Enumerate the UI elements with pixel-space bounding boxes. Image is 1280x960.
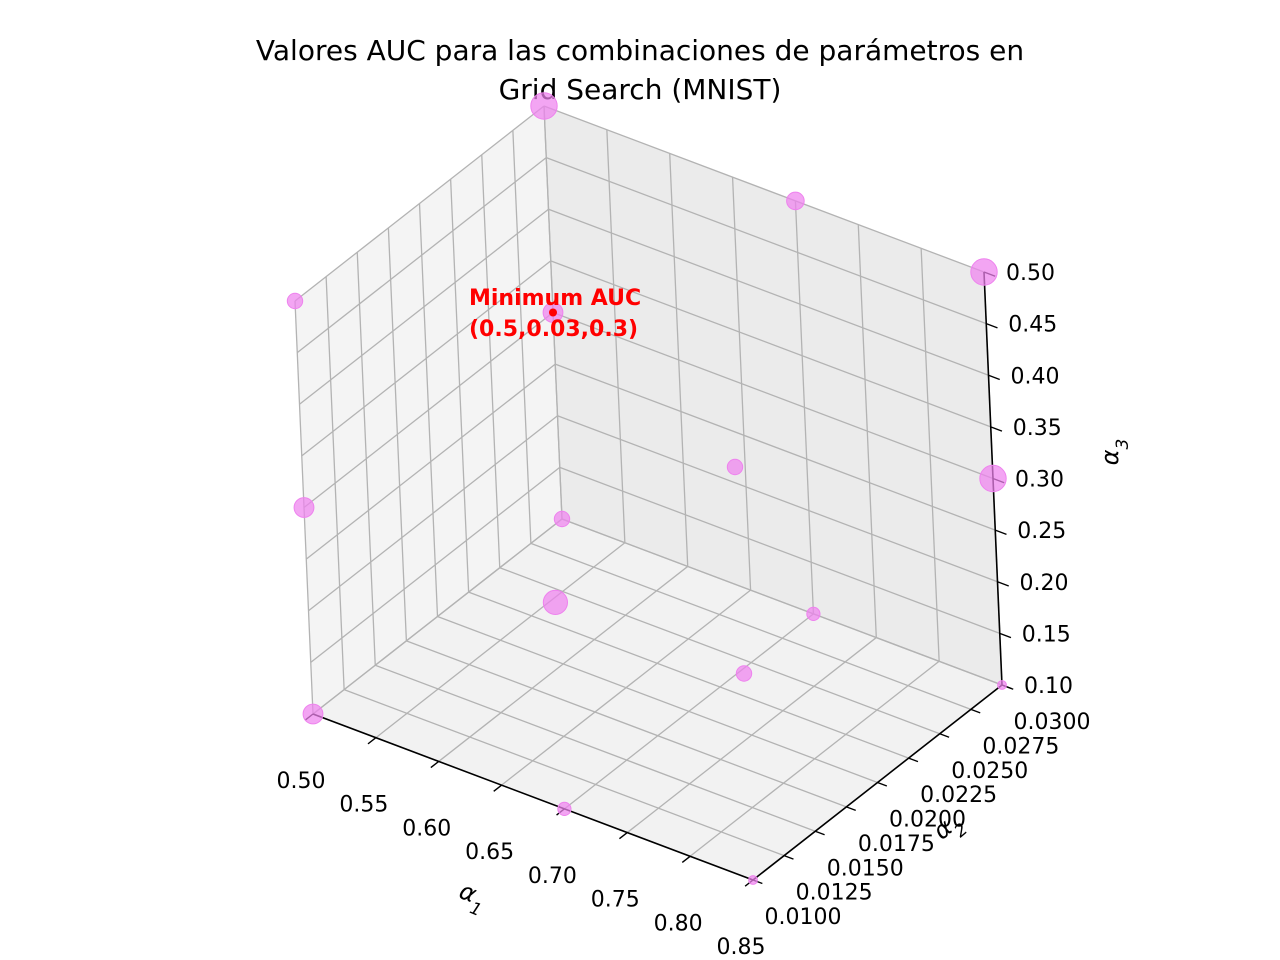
grid-line xyxy=(546,157,987,325)
x-axis-label: α1 xyxy=(452,877,491,921)
z-tick xyxy=(997,581,1009,587)
grid-line xyxy=(301,260,552,457)
grid-line xyxy=(406,640,847,808)
grid-line xyxy=(557,415,998,583)
z-tick-label: 0.20 xyxy=(1020,571,1069,596)
minimum-label: Minimum AUC xyxy=(469,286,641,311)
scatter-point xyxy=(979,464,1007,493)
x-tick-label: 0.65 xyxy=(465,840,514,865)
y-tick xyxy=(783,854,794,860)
z-tick-label: 0.50 xyxy=(1006,261,1055,286)
grid-line xyxy=(559,466,1000,634)
x-tick-label: 0.60 xyxy=(402,816,451,841)
minimum-coordinates: (0.5,0.03,0.3) xyxy=(469,317,638,342)
z-tick-label: 0.15 xyxy=(1022,622,1071,647)
x-tick-label: 0.50 xyxy=(277,769,326,794)
grid-line xyxy=(375,664,816,832)
y-tick-label: 0.0125 xyxy=(796,881,873,906)
scatter-point xyxy=(970,258,998,286)
scatter-point xyxy=(786,191,805,211)
z-tick xyxy=(999,632,1012,639)
grid-line xyxy=(437,615,878,784)
scatter-point xyxy=(726,458,744,476)
x-tick-label: 0.70 xyxy=(528,864,577,889)
grid-line xyxy=(548,208,989,376)
scatter-point xyxy=(302,703,324,725)
chart-title: Valores AUC para las combinaciones de pa… xyxy=(256,34,1024,106)
y-tick-label: 0.0250 xyxy=(951,759,1028,784)
grid-line xyxy=(343,689,785,857)
scatter-point xyxy=(553,510,571,528)
y-tick xyxy=(970,708,981,714)
y-tick-label: 0.0300 xyxy=(1014,710,1091,735)
y-tick-label: 0.0150 xyxy=(827,856,904,881)
minimum-annotation: Minimum AUC (0.5,0.03,0.3) xyxy=(469,286,641,342)
x-tick-label: 0.80 xyxy=(654,911,703,936)
grid-line xyxy=(499,567,940,735)
grid-line xyxy=(308,415,558,612)
x-tick xyxy=(430,760,440,769)
grid-line xyxy=(543,105,985,273)
y-tick xyxy=(815,830,825,836)
y-tick xyxy=(877,781,888,787)
grid-line xyxy=(552,311,994,480)
grid-line xyxy=(468,591,909,759)
x-tick-label: 0.85 xyxy=(717,935,766,960)
z-tick xyxy=(986,322,998,329)
scatter-point xyxy=(748,875,758,885)
minimum-point xyxy=(549,308,557,317)
grid-line xyxy=(310,466,561,663)
z-tick xyxy=(988,374,1000,381)
scatter-point xyxy=(530,92,558,120)
z-axis-label: α3 xyxy=(1096,439,1133,466)
x-tick xyxy=(367,737,377,745)
grid-line xyxy=(294,105,545,302)
grid-line xyxy=(312,518,563,715)
y-tick xyxy=(846,806,856,812)
x-tick-label: 0.55 xyxy=(339,793,388,818)
z-tick-label: 0.10 xyxy=(1024,674,1073,699)
z-tick-label: 0.45 xyxy=(1008,313,1057,338)
z-tick-label: 0.35 xyxy=(1013,416,1062,441)
scatter-point xyxy=(997,680,1007,690)
y-tick-label: 0.0275 xyxy=(982,734,1059,759)
scatter-point xyxy=(806,606,821,622)
grid-line xyxy=(561,518,1003,686)
scatter-point xyxy=(286,292,304,310)
x-tick-label: 0.75 xyxy=(591,888,640,913)
z-tick xyxy=(995,529,1007,536)
y-tick xyxy=(939,733,950,738)
scatter-point xyxy=(557,801,572,817)
grid-line xyxy=(530,542,972,710)
grid-line xyxy=(550,260,991,428)
y-tick-label: 0.0175 xyxy=(858,832,935,857)
x-tick xyxy=(618,832,628,840)
grid-line xyxy=(296,157,547,354)
z-tick-label: 0.40 xyxy=(1011,364,1060,389)
x-axis-line xyxy=(312,713,754,881)
data-points xyxy=(286,92,1007,885)
grid-line xyxy=(303,311,554,509)
y-tick-label: 0.0225 xyxy=(920,783,997,808)
chart-title-line-1: Valores AUC para las combinaciones de pa… xyxy=(256,34,1024,67)
z-tick xyxy=(990,426,1003,432)
scatter-point xyxy=(735,665,753,682)
z-tick-label: 0.25 xyxy=(1017,519,1066,544)
y-tick-label: 0.0200 xyxy=(889,808,966,833)
x-tick xyxy=(681,855,691,864)
grid-line xyxy=(305,363,556,560)
grid-line xyxy=(555,363,996,531)
scatter-point xyxy=(542,589,569,616)
scatter-point xyxy=(293,497,315,518)
y-tick-label: 0.0100 xyxy=(765,905,842,930)
grid-line xyxy=(299,208,549,405)
y-tick xyxy=(908,757,919,763)
z-tick-label: 0.30 xyxy=(1015,468,1064,493)
x-tick xyxy=(493,784,503,792)
tick-labels: 0.500.550.600.650.700.750.800.850.01000.… xyxy=(277,261,1091,960)
